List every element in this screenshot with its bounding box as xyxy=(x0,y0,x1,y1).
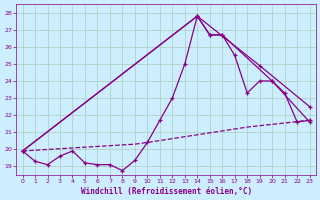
X-axis label: Windchill (Refroidissement éolien,°C): Windchill (Refroidissement éolien,°C) xyxy=(81,187,252,196)
